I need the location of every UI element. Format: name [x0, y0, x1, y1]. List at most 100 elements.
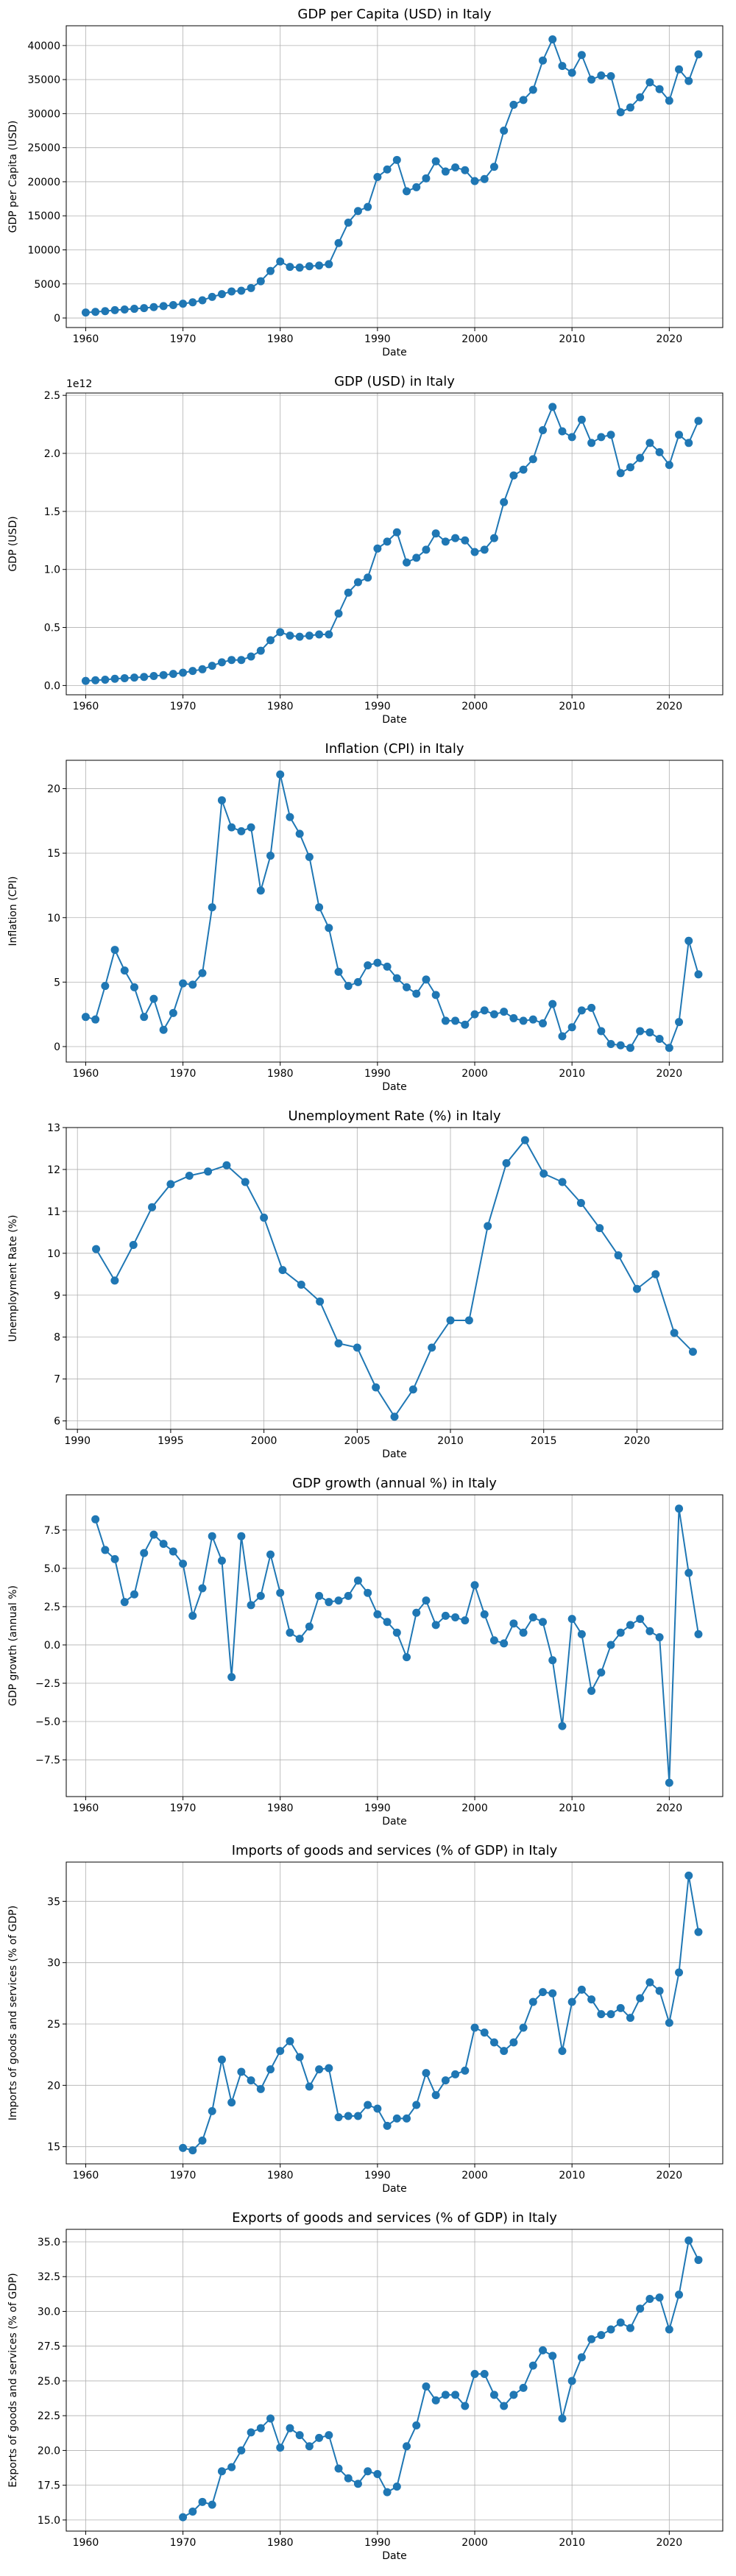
data-point — [655, 1034, 664, 1043]
data-point — [325, 1598, 333, 1607]
data-point — [120, 966, 129, 975]
data-point — [461, 166, 470, 174]
data-point — [241, 1178, 250, 1186]
data-point — [334, 1596, 343, 1605]
data-point — [675, 1018, 684, 1027]
data-point — [528, 455, 537, 464]
data-point — [344, 588, 353, 597]
data-point — [208, 662, 216, 670]
data-point — [502, 1158, 511, 1167]
data-point — [278, 1266, 287, 1275]
y-tick-label: −7.5 — [35, 1755, 60, 1766]
x-tick-label: 1980 — [267, 1802, 294, 1814]
data-point — [334, 2113, 343, 2122]
data-point — [198, 665, 207, 673]
data-point — [587, 439, 596, 447]
y-tick-label: 10 — [47, 1248, 60, 1260]
chart-title: GDP per Capita (USD) in Italy — [297, 7, 492, 22]
data-point — [110, 1554, 119, 1563]
data-point — [567, 1023, 576, 1032]
data-point — [276, 2047, 285, 2056]
data-point — [179, 2513, 188, 2522]
data-point — [383, 2488, 392, 2497]
data-point — [597, 433, 606, 442]
x-tick-label: 1980 — [267, 2537, 294, 2549]
data-point — [256, 1591, 265, 1600]
data-point — [364, 2101, 372, 2109]
data-point — [217, 796, 226, 804]
data-point — [325, 260, 333, 269]
data-point — [412, 553, 421, 562]
data-point — [403, 187, 411, 196]
chart-6: Imports of goods and services (% of GDP)… — [7, 1843, 723, 2195]
data-point — [509, 2391, 518, 2399]
x-tick-label: 1970 — [170, 2537, 197, 2549]
data-point — [616, 469, 625, 478]
data-point — [295, 2053, 304, 2062]
data-point — [392, 2483, 401, 2491]
data-point — [149, 1530, 158, 1539]
data-point — [500, 2402, 509, 2410]
data-point — [392, 155, 401, 164]
data-point — [587, 1995, 596, 2004]
data-point — [130, 1590, 139, 1599]
data-point — [548, 2352, 557, 2360]
data-point — [364, 202, 372, 211]
data-point — [470, 177, 479, 185]
data-point — [539, 1170, 548, 1178]
data-point — [688, 1348, 697, 1356]
x-tick-label: 1980 — [267, 1068, 294, 1080]
data-point — [577, 1006, 586, 1015]
data-point — [539, 2346, 548, 2354]
data-point — [500, 1008, 509, 1016]
x-tick-label: 1990 — [364, 701, 391, 712]
data-point — [247, 2076, 255, 2085]
data-point — [344, 2474, 353, 2483]
data-point — [101, 982, 110, 991]
data-point — [159, 1025, 168, 1034]
data-point — [222, 1161, 231, 1170]
data-point — [645, 78, 654, 87]
plot-frame — [66, 392, 723, 696]
data-point — [149, 302, 158, 311]
data-point — [286, 263, 294, 272]
data-point — [587, 1686, 596, 1695]
data-point — [461, 2066, 470, 2075]
data-point — [519, 96, 528, 105]
data-point — [217, 290, 226, 299]
data-point — [392, 528, 401, 537]
y-tick-label: 20000 — [27, 177, 60, 188]
data-point — [217, 1556, 226, 1565]
data-point — [675, 65, 684, 74]
y-tick-label: −2.5 — [35, 1678, 60, 1690]
data-point — [567, 2377, 576, 2385]
y-tick-label: 35.0 — [38, 2237, 60, 2248]
x-tick-label: 2020 — [656, 1802, 682, 1814]
y-tick-label: 11 — [47, 1206, 60, 1218]
data-point — [655, 85, 664, 93]
data-point — [305, 1622, 314, 1631]
data-point — [364, 1588, 372, 1597]
data-point — [305, 631, 314, 640]
data-point — [655, 2293, 664, 2302]
data-point — [558, 1032, 567, 1041]
data-point — [353, 1343, 361, 1352]
data-point — [256, 886, 265, 895]
y-axis-label: Inflation (CPI) — [7, 877, 19, 946]
y-tick-label: 7.5 — [44, 1525, 60, 1537]
data-point — [470, 1010, 479, 1019]
data-point — [431, 2091, 440, 2100]
data-point — [286, 1628, 294, 1637]
x-tick-label: 2010 — [559, 701, 585, 712]
data-point — [587, 75, 596, 84]
data-point — [539, 425, 548, 434]
data-point — [316, 1297, 325, 1306]
data-point — [344, 2112, 353, 2120]
x-tick-label: 2020 — [656, 1068, 682, 1080]
y-tick-label: 5.0 — [44, 1563, 60, 1575]
data-point — [480, 1610, 489, 1618]
y-tick-label: 17.5 — [38, 2480, 60, 2492]
x-tick-label: 2015 — [531, 1435, 557, 1447]
data-point — [373, 2470, 382, 2479]
data-point — [694, 50, 703, 59]
